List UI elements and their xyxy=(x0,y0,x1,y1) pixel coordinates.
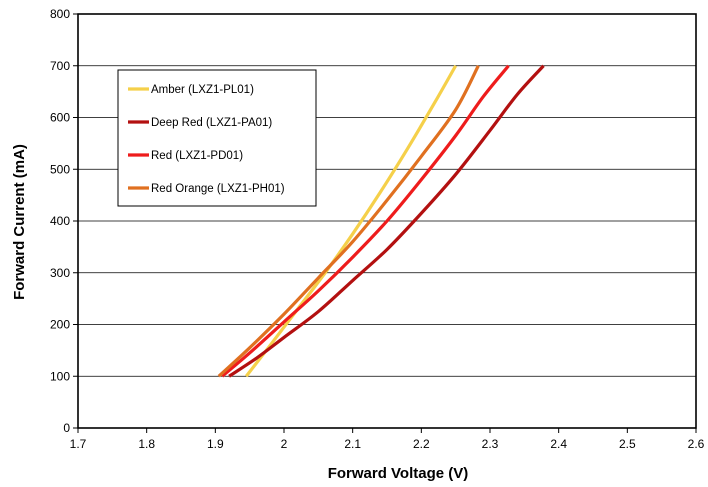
x-tick-label: 2.3 xyxy=(482,437,499,451)
legend-label-deep-red-lxz1-pa01: Deep Red (LXZ1-PA01) xyxy=(151,117,272,129)
series-line-red-lxz1-pd01 xyxy=(221,64,510,378)
x-tick-label: 1.8 xyxy=(138,437,155,451)
y-tick-label: 500 xyxy=(50,162,70,176)
y-tick-label: 700 xyxy=(50,59,70,73)
x-tick-label: 2 xyxy=(281,437,288,451)
x-tick-label: 2.5 xyxy=(619,437,636,451)
series-line-deep-red-lxz1-pa01 xyxy=(228,64,545,378)
x-tick-label: 2.1 xyxy=(344,437,361,451)
axes: 0 100 200 300 400 500 600 700 800 1.7 1.8 1.9 2 2.1 2.… xyxy=(50,7,705,451)
legend-box xyxy=(117,69,317,207)
plot-area-frame xyxy=(77,13,697,429)
x-tick-label: 1.9 xyxy=(207,437,224,451)
y-tick-label: 100 xyxy=(50,369,70,383)
data-series xyxy=(217,64,545,378)
legend-label-red-lxz1-pd01: Red (LXZ1-PD01) xyxy=(151,150,243,162)
x-axis-title: Forward Voltage (V) xyxy=(328,465,469,482)
x-tick-label: 2.2 xyxy=(413,437,430,451)
series-line-amber-lxz1-pl01 xyxy=(244,64,458,378)
legend-label-amber-lxz1-pl01: Amber (LXZ1-PL01) xyxy=(151,84,254,96)
x-tick-label: 1.7 xyxy=(70,437,87,451)
series-line-red-orange-lxz1-ph01 xyxy=(217,65,480,378)
y-tick-label: 0 xyxy=(63,421,70,435)
y-axis-title: Forward Current (mA) xyxy=(11,144,28,300)
y-tick-label: 600 xyxy=(50,111,70,125)
x-tick-label: 2.6 xyxy=(688,437,705,451)
y-tick-label: 200 xyxy=(50,318,70,332)
legend: Amber (LXZ1-PL01) Deep Red (LXZ1-PA01) Red… xyxy=(117,69,317,207)
legend-label-red-orange-lxz1-ph01: Red Orange (LXZ1-PH01) xyxy=(151,183,285,195)
x-tick-label: 2.4 xyxy=(550,437,567,451)
y-tick-label: 300 xyxy=(50,266,70,280)
y-tick-label: 800 xyxy=(50,7,70,21)
y-tick-label: 400 xyxy=(50,214,70,228)
